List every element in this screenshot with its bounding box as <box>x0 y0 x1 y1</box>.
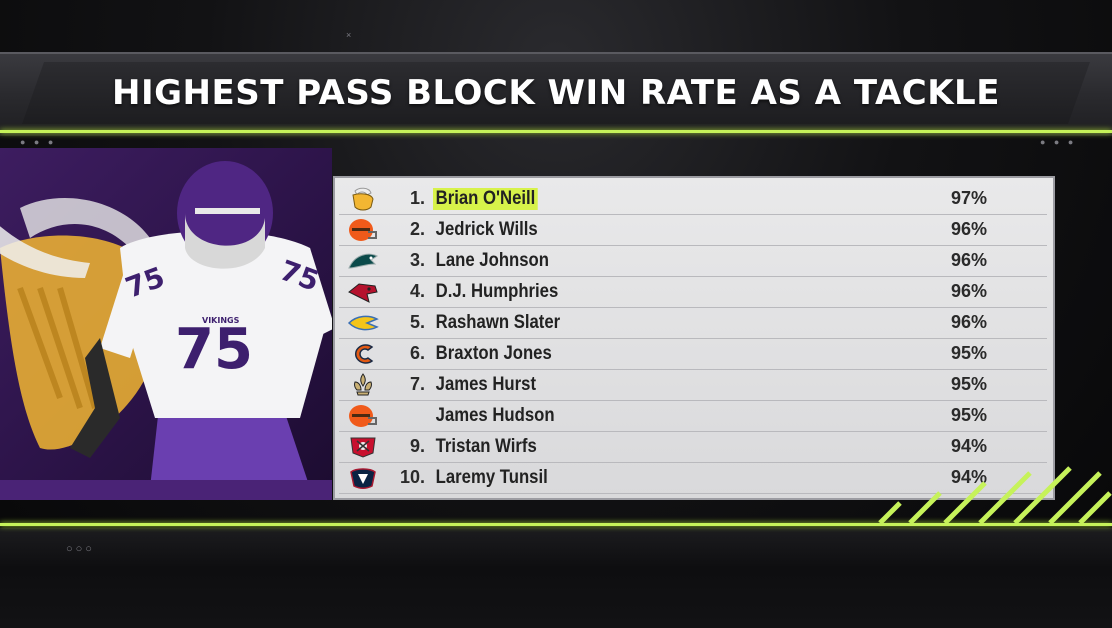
buccaneers-flag-icon <box>345 434 381 460</box>
decor-mark: × <box>346 30 355 40</box>
row-rank: 6. <box>409 343 425 363</box>
row-win-rate: 94% <box>950 467 987 487</box>
row-win-rate: 95% <box>950 405 987 425</box>
row-rank: 2. <box>409 219 425 239</box>
background-bottom <box>0 528 1112 628</box>
row-rank: 1. <box>409 188 425 208</box>
row-player-name: Braxton Jones <box>435 342 552 364</box>
table-row: 7. James Hurst 95% <box>339 369 1047 401</box>
row-player-name: Laremy Tunsil <box>435 466 548 488</box>
saints-fleur-icon <box>345 372 381 398</box>
browns-helmet-icon <box>345 403 381 429</box>
texans-logo-icon <box>345 465 381 491</box>
table-row: 5. Rashawn Slater 96% <box>339 307 1047 339</box>
table-row: 2. Jedrick Wills 96% <box>339 214 1047 246</box>
row-win-rate: 94% <box>950 436 987 456</box>
cardinals-logo-icon <box>345 279 381 305</box>
row-player-name: Lane Johnson <box>435 249 549 271</box>
row-win-rate: 95% <box>950 343 987 363</box>
row-player-name: Jedrick Wills <box>435 218 538 240</box>
row-rank: 3. <box>409 250 425 270</box>
decor-circles: ○○○ <box>66 543 95 555</box>
table-row: 1. Brian O'Neill 97% <box>339 183 1047 215</box>
vikings-logo-icon <box>345 186 381 212</box>
ranking-table: 1. Brian O'Neill 97% 2. Jedrick Wills 96% 3. La… <box>333 176 1055 500</box>
row-rank: 9. <box>409 436 425 456</box>
row-player-name: D.J. Humphries <box>435 280 559 302</box>
table-row: 3. Lane Johnson 96% <box>339 245 1047 277</box>
decor-dots-left: ● ● ● <box>20 137 57 147</box>
row-rank: 10. <box>399 467 425 487</box>
row-player-name: James Hurst <box>435 373 537 395</box>
svg-text:75: 75 <box>175 317 253 382</box>
row-win-rate: 96% <box>950 281 987 301</box>
title-accent-line <box>0 130 1112 133</box>
row-player-name: Tristan Wirfs <box>435 435 537 457</box>
bears-logo-icon <box>345 341 381 367</box>
table-row: 6. Braxton Jones 95% <box>339 338 1047 370</box>
row-player-name: Brian O'Neill <box>433 187 538 210</box>
row-player-name: Rashawn Slater <box>435 311 561 333</box>
decor-dots-right: ● ● ● <box>1040 137 1077 147</box>
row-win-rate: 96% <box>950 219 987 239</box>
row-rank: 5. <box>409 312 425 332</box>
row-win-rate: 96% <box>950 250 987 270</box>
chargers-bolt-icon <box>345 310 381 336</box>
player-image: 75 75 75 VIKINGS <box>70 161 332 488</box>
svg-text:VIKINGS: VIKINGS <box>202 316 240 325</box>
title-plate: HIGHEST PASS BLOCK WIN RATE AS A TACKLE <box>22 62 1090 124</box>
table-row: 9. Tristan Wirfs 94% <box>339 431 1047 463</box>
eagles-logo-icon <box>345 248 381 274</box>
browns-helmet-icon <box>345 217 381 243</box>
table-row: 4. D.J. Humphries 96% <box>339 276 1047 308</box>
hero-panel: 75 75 75 VIKINGS <box>0 148 332 500</box>
page-title: HIGHEST PASS BLOCK WIN RATE AS A TACKLE <box>112 73 1000 113</box>
table-row: James Hudson 95% <box>339 400 1047 432</box>
row-rank: 7. <box>409 374 425 394</box>
row-win-rate: 95% <box>950 374 987 394</box>
decor-slashes <box>878 466 1112 525</box>
row-win-rate: 96% <box>950 312 987 332</box>
row-win-rate: 97% <box>950 188 987 208</box>
row-rank: 4. <box>409 281 425 301</box>
row-player-name: James Hudson <box>435 404 555 426</box>
bottom-accent-line <box>0 523 1112 526</box>
hero-stripe <box>0 480 332 500</box>
table-row: 10. Laremy Tunsil 94% <box>339 462 1047 494</box>
